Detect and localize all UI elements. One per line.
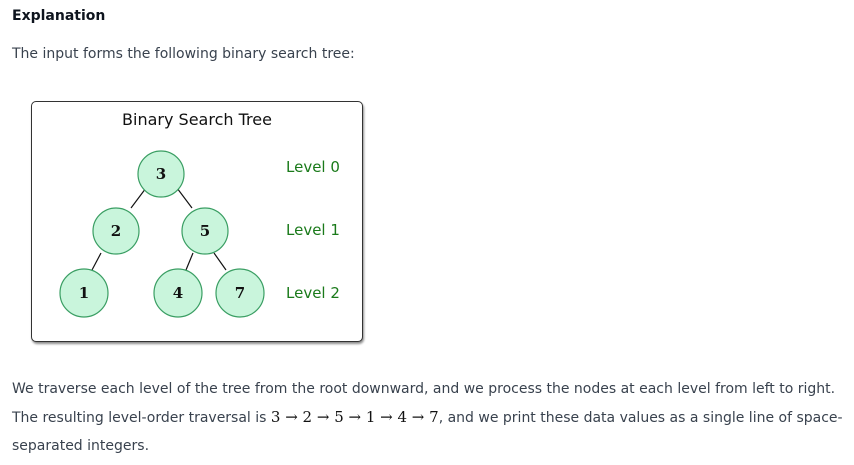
level-label: Level 2 (286, 284, 340, 302)
edge-5-4 (185, 252, 194, 271)
explanation-heading: Explanation (12, 8, 106, 24)
edge-2-1 (91, 252, 102, 271)
bst-figure: Binary Search Tree 3 2 5 1 4 (31, 101, 363, 342)
tree-node: 2 (92, 207, 140, 255)
edge-3-5 (176, 187, 193, 209)
traversal-sequence: 3 → 2 → 5 → 1 → 4 → 7 (270, 408, 439, 426)
node-label: 5 (200, 222, 210, 240)
tree-node: 3 (137, 150, 185, 198)
traversal-text-before: We traverse each level of the tree from … (12, 381, 836, 426)
tree-node: 7 (215, 268, 265, 318)
tree-node: 4 (153, 268, 203, 318)
tree-node: 5 (181, 207, 229, 255)
node-label: 3 (156, 165, 166, 183)
figure-title: Binary Search Tree (122, 110, 272, 129)
tree-node: 1 (59, 268, 109, 318)
node-label: 4 (173, 284, 183, 302)
edge-5-7 (213, 252, 227, 271)
node-label: 1 (79, 284, 89, 302)
node-label: 7 (235, 284, 245, 302)
node-label: 2 (111, 222, 121, 240)
level-label: Level 0 (286, 158, 340, 176)
edge-3-2 (130, 187, 147, 209)
bst-diagram: Binary Search Tree 3 2 5 1 4 (59, 110, 340, 318)
traversal-explanation: We traverse each level of the tree from … (12, 375, 850, 460)
traversal-text-after: , and we print these data values as a si… (12, 410, 843, 454)
level-label: Level 1 (286, 221, 340, 239)
intro-text: The input forms the following binary sea… (12, 46, 355, 62)
